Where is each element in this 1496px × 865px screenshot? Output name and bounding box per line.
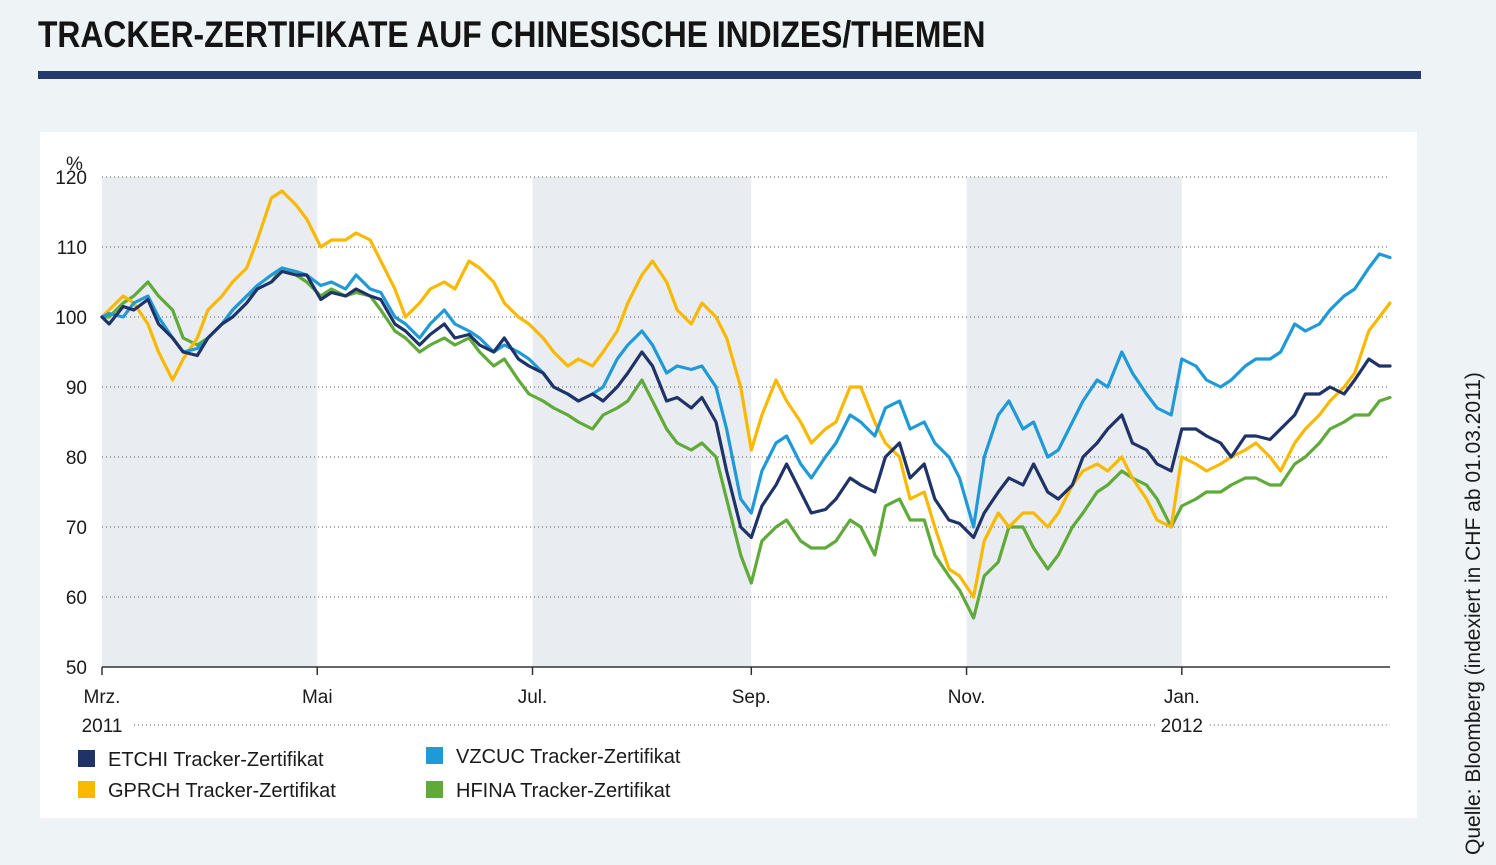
legend-label: VZCUC Tracker-Zertifikat [456, 746, 681, 768]
y-tick-label: 50 [66, 658, 87, 679]
page-title: TRACKER-ZERTIFIKATE AUF CHINESISCHE INDI… [38, 14, 986, 55]
y-tick-label: 80 [66, 448, 87, 469]
y-tick-label: 70 [66, 518, 87, 539]
legend-swatch [78, 750, 95, 767]
y-tick-label: 110 [57, 238, 87, 259]
y-axis: 50 60 70 80 90 100 110 120 [55, 168, 87, 679]
x-tick-label: Nov. [948, 687, 986, 708]
series-line-etchi [100, 269, 1392, 540]
series-lines [100, 189, 1392, 620]
x-axis: Mrz. Mai Jul. Sep. Nov. Jan. 2011 2012 [82, 666, 1390, 737]
legend-label: GPRCH Tracker-Zertifikat [108, 780, 336, 802]
chart: Mrz. Mai Jul. Sep. Nov. Jan. 2011 2012 50 60 70 80… [55, 154, 1392, 802]
shaded-band [532, 177, 752, 667]
year-label: 2011 [82, 716, 123, 737]
y-tick-label: 60 [66, 588, 87, 609]
x-tick-label: Jan. [1164, 687, 1200, 708]
y-tick-label: 100 [55, 308, 87, 329]
source-note: Quelle: Bloomberg (indexiert in CHF ab 0… [1462, 372, 1485, 855]
legend-swatch [426, 781, 443, 798]
x-tick-label: Mai [302, 687, 333, 708]
y-tick-label: 90 [66, 378, 87, 399]
legend-label: ETCHI Tracker-Zertifikat [108, 749, 324, 771]
shaded-band [102, 177, 318, 667]
series-line-gprch [100, 189, 1392, 599]
series-line-vzcuc [100, 252, 1392, 529]
y-axis-label: % [66, 154, 83, 175]
x-tick-label: Sep. [732, 687, 771, 708]
x-tick-label: Jul. [518, 687, 548, 708]
x-tick-label: Mrz. [84, 687, 121, 708]
y-tick-label: 120 [55, 168, 87, 189]
legend: ETCHI Tracker-Zertifikat VZCUC Tracker-Ze… [78, 746, 681, 802]
legend-swatch [426, 747, 443, 764]
chart-panel: Mrz. Mai Jul. Sep. Nov. Jan. 2011 2012 50 60 70 80… [40, 132, 1417, 818]
title-rule [38, 71, 1421, 79]
legend-swatch [78, 781, 95, 798]
year-label: 2012 [1161, 716, 1203, 737]
grid-lines [102, 176, 1390, 598]
legend-label: HFINA Tracker-Zertifikat [456, 780, 671, 802]
